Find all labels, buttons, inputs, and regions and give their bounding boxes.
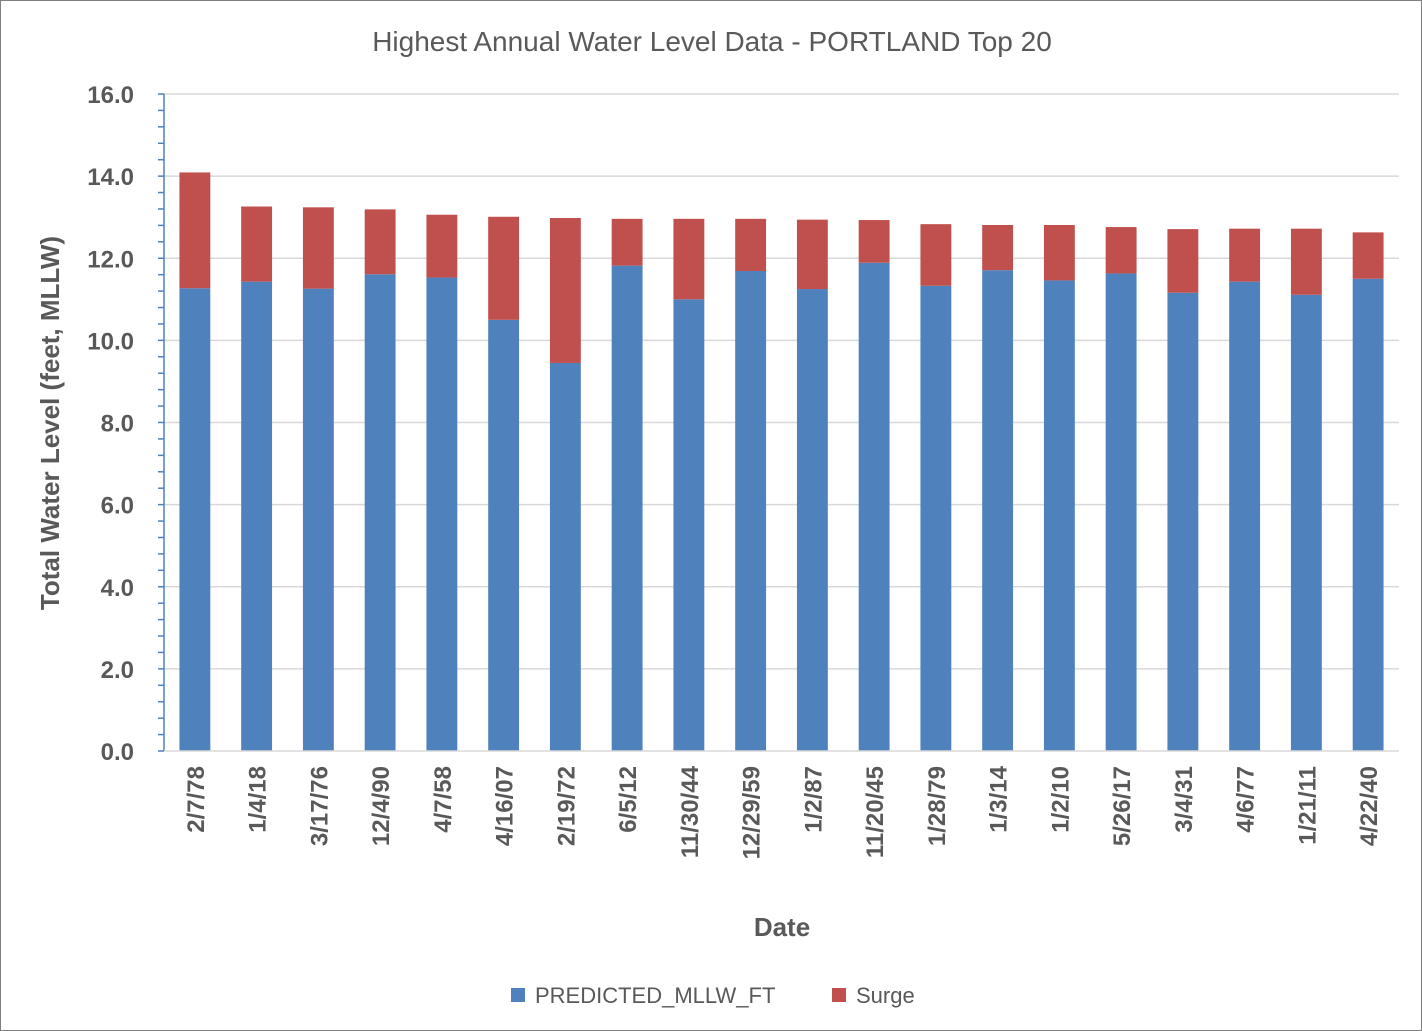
legend-label-1: Surge bbox=[856, 983, 915, 1008]
bar-surge-7 bbox=[611, 218, 643, 266]
legend-label-0: PREDICTED_MLLW_FT bbox=[535, 983, 775, 1008]
bar-surge-2 bbox=[302, 207, 334, 289]
x-tick-label: 4/6/77 bbox=[1233, 766, 1260, 833]
bar-predicted-mllw-ft-1 bbox=[241, 281, 273, 751]
bar-predicted-mllw-ft-14 bbox=[1043, 280, 1075, 751]
bar-predicted-mllw-ft-5 bbox=[488, 319, 520, 751]
bar-predicted-mllw-ft-4 bbox=[426, 277, 458, 751]
bar-series-group bbox=[179, 172, 1384, 751]
bar-predicted-mllw-ft-15 bbox=[1105, 273, 1137, 751]
bar-surge-8 bbox=[673, 218, 705, 300]
bar-predicted-mllw-ft-2 bbox=[302, 288, 334, 751]
legend-swatch-0 bbox=[511, 988, 525, 1002]
x-tick-label: 2/7/78 bbox=[183, 766, 210, 833]
bar-predicted-mllw-ft-19 bbox=[1352, 278, 1384, 751]
x-tick-label: 4/16/07 bbox=[492, 766, 519, 846]
x-tick-labels: 2/7/78 1/4/18 3/17/76 12/4/90 4/7/58 4/16/07 2… bbox=[183, 765, 1383, 859]
y-tick-labels: 0.0 2.0 4.0 6.0 8.0 10.0 12.0 14.0 16.0 bbox=[87, 82, 134, 766]
bar-surge-11 bbox=[858, 220, 890, 263]
y-tick-label: 14.0 bbox=[87, 164, 134, 191]
bar-surge-15 bbox=[1105, 227, 1137, 274]
x-tick-label: 3/4/31 bbox=[1171, 766, 1198, 833]
bar-predicted-mllw-ft-17 bbox=[1229, 281, 1261, 751]
bar-predicted-mllw-ft-8 bbox=[673, 299, 705, 751]
x-tick-label: 1/21/11 bbox=[1294, 766, 1321, 845]
x-tick-label: 1/28/79 bbox=[924, 766, 951, 846]
x-tick-label: 4/7/58 bbox=[430, 766, 457, 833]
bar-surge-14 bbox=[1043, 224, 1075, 281]
legend-swatch-1 bbox=[832, 988, 846, 1002]
x-tick-label: 12/29/59 bbox=[739, 766, 766, 859]
bar-predicted-mllw-ft-11 bbox=[858, 262, 890, 751]
y-tick-label: 10.0 bbox=[87, 328, 134, 355]
x-tick-label: 2/19/72 bbox=[553, 766, 580, 846]
bar-surge-19 bbox=[1352, 232, 1384, 279]
bar-surge-16 bbox=[1167, 229, 1199, 293]
legend: PREDICTED_MLLW_FT Surge bbox=[511, 983, 915, 1008]
bar-predicted-mllw-ft-13 bbox=[982, 270, 1014, 751]
bar-predicted-mllw-ft-3 bbox=[364, 274, 396, 751]
bar-predicted-mllw-ft-18 bbox=[1290, 294, 1322, 751]
bar-surge-3 bbox=[364, 209, 396, 275]
bar-surge-1 bbox=[241, 206, 273, 282]
bar-surge-0 bbox=[179, 172, 211, 289]
bar-predicted-mllw-ft-6 bbox=[549, 362, 581, 751]
y-tick-label: 2.0 bbox=[101, 657, 134, 684]
y-tick-label: 8.0 bbox=[101, 411, 134, 438]
bar-surge-10 bbox=[796, 219, 828, 290]
bar-predicted-mllw-ft-7 bbox=[611, 265, 643, 751]
y-axis-title: Total Water Level (feet, MLLW) bbox=[35, 236, 65, 610]
bar-surge-13 bbox=[982, 224, 1014, 271]
x-tick-label: 6/5/12 bbox=[615, 766, 642, 833]
x-tick-label: 5/26/17 bbox=[1109, 766, 1136, 846]
bar-surge-17 bbox=[1229, 228, 1261, 282]
y-tick-label: 16.0 bbox=[87, 82, 134, 109]
x-tick-label: 12/4/90 bbox=[368, 766, 395, 846]
x-tick-label: 4/22/40 bbox=[1356, 766, 1383, 846]
x-tick-label: 3/17/76 bbox=[306, 766, 333, 846]
bar-surge-18 bbox=[1290, 228, 1322, 295]
gridlines bbox=[164, 93, 1399, 670]
y-tick-label: 4.0 bbox=[101, 575, 134, 602]
chart-title: Highest Annual Water Level Data - PORTLA… bbox=[372, 26, 1052, 57]
bar-predicted-mllw-ft-10 bbox=[796, 289, 828, 751]
x-tick-label: 1/2/87 bbox=[800, 766, 827, 833]
bar-surge-4 bbox=[426, 214, 458, 278]
bar-surge-9 bbox=[735, 218, 767, 271]
bar-surge-12 bbox=[920, 224, 952, 286]
bar-predicted-mllw-ft-0 bbox=[179, 288, 211, 751]
x-tick-label: 1/2/10 bbox=[1047, 766, 1074, 833]
x-tick-label: 11/20/45 bbox=[862, 766, 889, 858]
bar-predicted-mllw-ft-12 bbox=[920, 285, 952, 751]
bar-predicted-mllw-ft-16 bbox=[1167, 292, 1199, 751]
x-tick-label: 1/4/18 bbox=[245, 766, 272, 833]
bar-surge-5 bbox=[488, 216, 520, 320]
value-axis bbox=[158, 93, 1399, 752]
y-tick-label: 6.0 bbox=[101, 493, 134, 520]
x-axis-title: Date bbox=[754, 912, 810, 942]
x-tick-label: 1/3/14 bbox=[986, 765, 1013, 832]
x-tick-label: 11/30/44 bbox=[677, 765, 704, 858]
bar-predicted-mllw-ft-9 bbox=[735, 270, 767, 751]
bar-surge-6 bbox=[549, 218, 581, 363]
y-tick-label: 12.0 bbox=[87, 246, 134, 273]
y-tick-label: 0.0 bbox=[101, 739, 134, 766]
